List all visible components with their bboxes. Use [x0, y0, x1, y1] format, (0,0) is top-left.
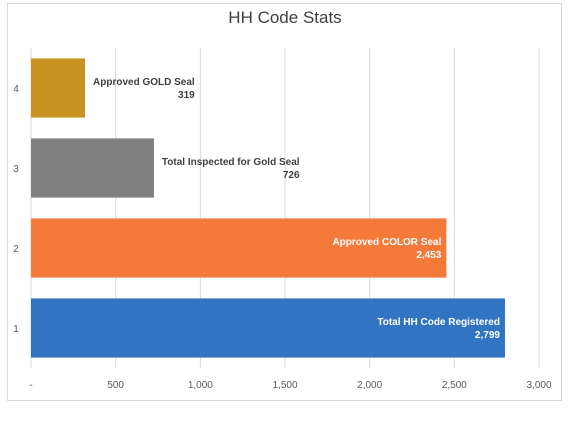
y-tick-label: 3 — [13, 164, 19, 175]
data-label-value: 2,453 — [416, 250, 441, 261]
data-label-value: 2,799 — [475, 330, 500, 341]
chart-title: HH Code Stats — [228, 8, 342, 27]
x-tick-label: 2,000 — [357, 380, 382, 391]
data-label-value: 726 — [283, 170, 300, 181]
data-label-name: Approved GOLD Seal — [93, 77, 195, 88]
x-tick-label: 3,000 — [526, 380, 551, 391]
bar — [31, 58, 86, 118]
x-tick-label: 2,500 — [442, 380, 467, 391]
y-tick-label: 1 — [13, 324, 19, 335]
x-tick-label: - — [29, 380, 32, 391]
x-tick-label: 500 — [107, 380, 124, 391]
y-tick-label: 2 — [13, 244, 19, 255]
data-label-name: Total Inspected for Gold Seal — [162, 157, 300, 168]
y-tick-label: 4 — [13, 84, 19, 95]
data-label-name: Approved COLOR Seal — [332, 237, 441, 248]
data-label-name: Total HH Code Registered — [377, 317, 500, 328]
x-tick-label: 1,000 — [188, 380, 213, 391]
data-label-value: 319 — [178, 90, 195, 101]
bar — [31, 298, 505, 358]
x-tick-label: 1,500 — [272, 380, 297, 391]
bar — [31, 138, 154, 198]
bar — [31, 218, 447, 278]
